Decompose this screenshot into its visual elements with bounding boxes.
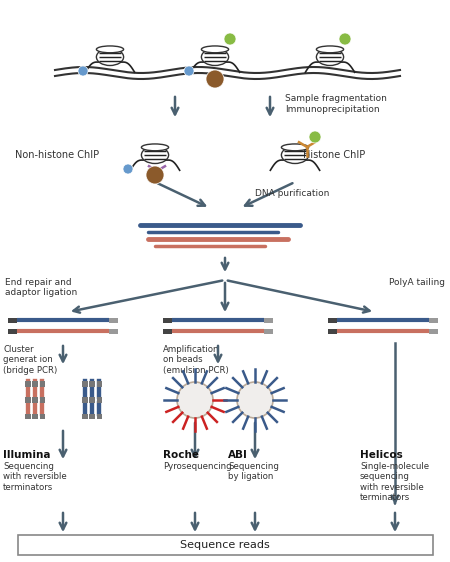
Bar — [264, 329, 273, 334]
Bar — [429, 318, 438, 323]
Circle shape — [206, 70, 224, 88]
Ellipse shape — [96, 48, 124, 66]
Circle shape — [224, 33, 236, 45]
Text: End repair and
adaptor ligation: End repair and adaptor ligation — [5, 278, 77, 297]
Bar — [18, 535, 433, 555]
Text: Cluster
generat ion
(bridge PCR): Cluster generat ion (bridge PCR) — [3, 345, 57, 375]
Circle shape — [177, 382, 213, 418]
Bar — [25, 397, 31, 403]
Text: Helicos: Helicos — [360, 450, 403, 460]
Text: Sample fragmentation
Immunoprecipitation: Sample fragmentation Immunoprecipitation — [285, 94, 387, 114]
Circle shape — [146, 166, 164, 184]
Ellipse shape — [96, 46, 124, 53]
Ellipse shape — [281, 147, 309, 164]
Bar — [96, 381, 102, 387]
Bar — [89, 381, 94, 387]
Text: Sequencing
with reversible
terminators: Sequencing with reversible terminators — [3, 462, 67, 492]
Bar — [40, 414, 45, 419]
Bar — [32, 381, 38, 387]
Bar — [32, 397, 38, 403]
Bar — [96, 414, 102, 419]
Ellipse shape — [281, 144, 309, 151]
Text: PolyA tailing: PolyA tailing — [389, 278, 445, 287]
Bar — [429, 329, 438, 334]
Bar — [163, 318, 172, 323]
Bar — [25, 381, 31, 387]
Bar — [89, 397, 94, 403]
Bar — [8, 329, 17, 334]
Ellipse shape — [202, 48, 229, 66]
Circle shape — [123, 164, 133, 174]
Bar — [264, 318, 273, 323]
Circle shape — [309, 131, 321, 143]
Text: Roche: Roche — [163, 450, 199, 460]
Text: Sequence reads: Sequence reads — [180, 540, 270, 550]
Text: Amplification
on beads
(emulsion PCR): Amplification on beads (emulsion PCR) — [163, 345, 229, 375]
Bar — [32, 414, 38, 419]
Bar — [40, 397, 45, 403]
Text: Pyrosequencing: Pyrosequencing — [163, 462, 232, 471]
Bar — [40, 381, 45, 387]
Ellipse shape — [316, 48, 344, 66]
Bar — [82, 414, 87, 419]
Text: Illumina: Illumina — [3, 450, 50, 460]
Bar — [328, 329, 337, 334]
Bar — [109, 318, 118, 323]
Ellipse shape — [141, 144, 169, 151]
Ellipse shape — [202, 46, 229, 53]
Bar — [89, 414, 94, 419]
Text: ABI: ABI — [228, 450, 248, 460]
Text: Histone ChIP: Histone ChIP — [303, 150, 365, 160]
Text: Sequencing
by ligation: Sequencing by ligation — [228, 462, 279, 482]
Text: Single-molecule
sequencing
with reversible
terminators: Single-molecule sequencing with reversib… — [360, 462, 429, 502]
Circle shape — [339, 33, 351, 45]
Circle shape — [184, 66, 194, 76]
Text: DNA purification: DNA purification — [255, 188, 329, 197]
Bar — [82, 397, 87, 403]
Bar — [96, 397, 102, 403]
Circle shape — [78, 66, 88, 76]
Ellipse shape — [316, 46, 344, 53]
Bar — [163, 329, 172, 334]
Circle shape — [237, 382, 273, 418]
Bar — [8, 318, 17, 323]
Bar — [82, 381, 87, 387]
Bar — [109, 329, 118, 334]
Bar — [328, 318, 337, 323]
Bar — [25, 414, 31, 419]
Text: Non-histone ChIP: Non-histone ChIP — [15, 150, 99, 160]
Ellipse shape — [141, 147, 169, 164]
